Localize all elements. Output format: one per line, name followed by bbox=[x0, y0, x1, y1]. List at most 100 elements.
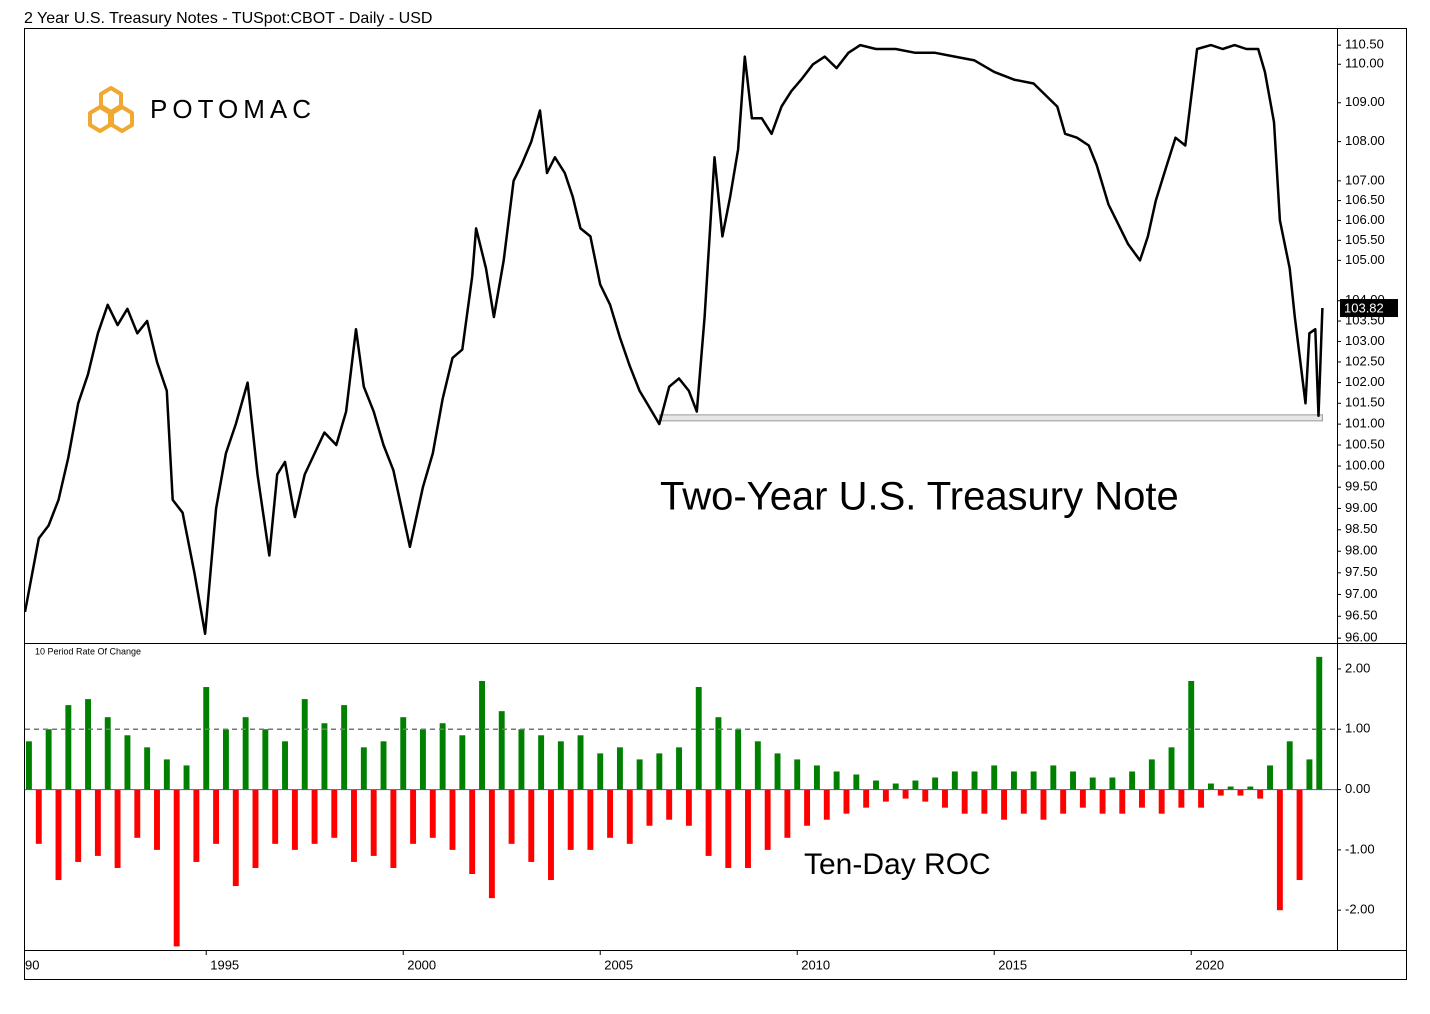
y-tick-label: 107.00 bbox=[1345, 172, 1385, 187]
roc-bar-negative bbox=[331, 789, 338, 838]
y-tick-label: 98.50 bbox=[1345, 521, 1378, 536]
roc-bar-positive bbox=[1050, 765, 1057, 790]
roc-bar-positive bbox=[1267, 765, 1273, 790]
roc-bar-positive bbox=[65, 705, 72, 790]
roc-bar-positive bbox=[833, 771, 840, 790]
roc-bar-negative bbox=[1237, 789, 1244, 796]
roc-bar-positive bbox=[1247, 786, 1254, 790]
roc-bar-negative bbox=[1119, 789, 1126, 814]
roc-bar-positive bbox=[262, 729, 269, 790]
roc-bar-negative bbox=[1158, 789, 1165, 814]
roc-bar-negative bbox=[705, 789, 712, 856]
roc-bar-negative bbox=[429, 789, 436, 838]
x-tick-label: 2020 bbox=[1195, 957, 1224, 972]
roc-bar-negative bbox=[863, 789, 870, 808]
y-tick-label: 99.50 bbox=[1345, 479, 1378, 494]
roc-bar-negative bbox=[1257, 789, 1264, 799]
roc-bar-positive bbox=[912, 780, 919, 790]
roc-bar-negative bbox=[508, 789, 515, 844]
roc-bar-negative bbox=[745, 789, 751, 868]
roc-bar-positive bbox=[341, 705, 348, 790]
roc-bar-negative bbox=[173, 789, 180, 947]
roc-bar-negative bbox=[685, 789, 692, 826]
y-tick-label: 100.00 bbox=[1345, 458, 1385, 473]
y-tick-label: 108.00 bbox=[1345, 133, 1385, 148]
roc-bar-positive bbox=[1070, 771, 1076, 790]
roc-bar-negative bbox=[981, 789, 988, 814]
roc-bar-negative bbox=[725, 789, 732, 868]
y-tick-label: 101.00 bbox=[1345, 416, 1385, 431]
roc-bar-negative bbox=[666, 789, 673, 820]
y-tick-label: 106.50 bbox=[1345, 192, 1385, 207]
y-tick-label: 106.00 bbox=[1345, 212, 1385, 227]
roc-bar-negative bbox=[1099, 789, 1106, 814]
logo-text: POTOMAC bbox=[150, 94, 316, 124]
roc-bar-positive bbox=[124, 735, 131, 790]
y-tick-label: -1.00 bbox=[1345, 841, 1375, 856]
x-axis-labels: 90 1995 2000 2005 2010 2015 2020 bbox=[25, 957, 1224, 972]
y-tick-label: 97.00 bbox=[1345, 586, 1378, 601]
roc-bar-negative bbox=[370, 789, 377, 856]
roc-bar-positive bbox=[616, 747, 623, 790]
y-tick-label: 98.00 bbox=[1345, 543, 1378, 558]
roc-bar-negative bbox=[1001, 789, 1008, 820]
roc-bar-negative bbox=[114, 789, 121, 868]
roc-bar-positive bbox=[360, 747, 367, 790]
roc-bar-negative bbox=[626, 789, 633, 844]
roc-bar-positive bbox=[518, 729, 525, 790]
roc-bar-positive bbox=[1316, 656, 1323, 790]
roc-bar-positive bbox=[794, 759, 801, 790]
annotation: Two-Year U.S. Treasury Note bbox=[660, 475, 1179, 519]
y-tick-label: 2.00 bbox=[1345, 660, 1370, 675]
plot-area bbox=[25, 43, 1337, 947]
panel-title: 10 Period Rate Of Change bbox=[35, 646, 141, 656]
roc-bar-positive bbox=[321, 723, 328, 790]
x-tick-label: 2000 bbox=[407, 957, 436, 972]
y-tick-label: 99.00 bbox=[1345, 500, 1378, 515]
roc-bar-positive bbox=[479, 680, 485, 790]
roc-bar-negative bbox=[272, 789, 279, 844]
roc-bar-positive bbox=[459, 735, 466, 790]
support-band bbox=[658, 414, 1323, 422]
roc-bar-positive bbox=[439, 723, 446, 790]
roc-bar-positive bbox=[557, 741, 564, 790]
roc-bar-positive bbox=[222, 729, 229, 790]
roc-bar-positive bbox=[892, 783, 899, 790]
roc-bar-negative bbox=[646, 789, 653, 826]
roc-bar-negative bbox=[1060, 789, 1067, 814]
y-tick-label: 101.50 bbox=[1345, 395, 1385, 410]
roc-bar-negative bbox=[193, 789, 200, 862]
roc-bar-negative bbox=[1178, 789, 1185, 808]
roc-bar-negative bbox=[232, 789, 239, 887]
y-tick-label: 0.00 bbox=[1345, 781, 1370, 796]
roc-bar-positive bbox=[656, 753, 663, 790]
y-tick-label: 105.00 bbox=[1345, 252, 1385, 267]
roc-bar-positive bbox=[695, 687, 702, 790]
roc-bar-positive bbox=[400, 717, 407, 790]
roc-bar-negative bbox=[488, 789, 495, 899]
roc-bar-negative bbox=[1139, 789, 1145, 808]
roc-bar-positive bbox=[85, 699, 91, 790]
roc-bar-positive bbox=[282, 741, 288, 790]
y-tick-label: 97.50 bbox=[1345, 564, 1378, 579]
roc-bar-negative bbox=[134, 789, 141, 838]
roc-bar-negative bbox=[213, 789, 220, 844]
y-tick-label: 110.00 bbox=[1345, 56, 1384, 71]
roc-bar-negative bbox=[1079, 789, 1086, 808]
roc-bar-negative bbox=[902, 789, 909, 799]
roc-bar-positive bbox=[538, 735, 545, 790]
roc-bar-positive bbox=[1188, 680, 1195, 790]
y-tick-label: -2.00 bbox=[1345, 902, 1375, 917]
roc-bar-negative bbox=[1296, 789, 1303, 881]
roc-bar-positive bbox=[242, 717, 249, 790]
last-value-label: 103.82 bbox=[1344, 300, 1384, 315]
frame bbox=[24, 28, 1407, 980]
roc-bar-negative bbox=[1040, 789, 1047, 820]
roc-bar-positive bbox=[715, 717, 722, 790]
roc-bar-negative bbox=[587, 789, 594, 850]
roc-bar-negative bbox=[94, 789, 101, 856]
roc-bar-negative bbox=[410, 789, 417, 844]
roc-bar-negative bbox=[1276, 789, 1283, 911]
